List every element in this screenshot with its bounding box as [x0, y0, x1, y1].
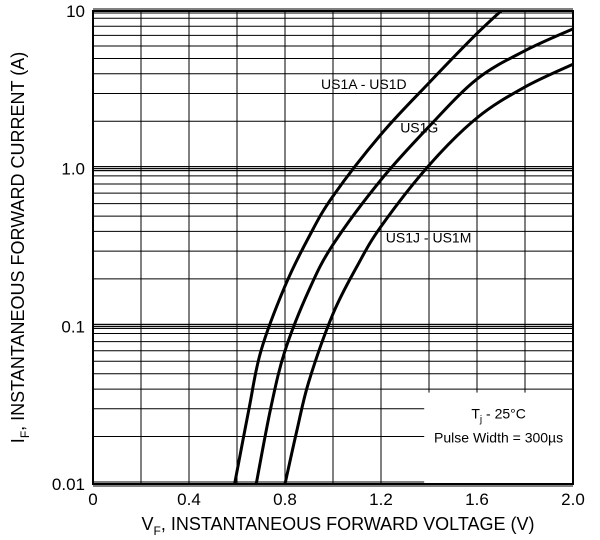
conditions-box: Tj - 25°C Pulse Width = 300µs [424, 392, 572, 483]
conditions-pulse-width: Pulse Width = 300µs [434, 430, 563, 446]
x-tick-label: 0.4 [177, 490, 201, 509]
curve-label: US1A - US1D [321, 76, 407, 92]
x-axis-title: VF, INSTANTANEOUS FORWARD VOLTAGE (V) [141, 514, 534, 538]
y-axis-title: IF, INSTANTANEOUS FORWARD CURRENT (A) [8, 52, 32, 443]
x-tick-label: 1.6 [465, 490, 489, 509]
x-tick-label: 0 [88, 490, 97, 509]
curve-us1j-us1m [283, 62, 573, 484]
plot-frame [92, 10, 574, 485]
y-tick-label: 1.0 [61, 160, 85, 179]
y-tick-label: 10 [66, 2, 85, 21]
x-tick-label: 1.2 [369, 490, 393, 509]
y-tick-label: 0.1 [61, 317, 85, 336]
curve-us1a-us1d [233, 11, 504, 484]
x-tick-labels: 0 0.4 0.8 1.2 1.6 2.0 [88, 490, 585, 509]
conditions-temperature: Tj - 25°C [471, 406, 526, 426]
minor-gridlines [93, 11, 573, 484]
y-tick-label: 0.01 [52, 475, 85, 494]
curve-group [233, 11, 573, 484]
curve-label-group: US1A - US1D US1G US1J - US1M [321, 76, 471, 246]
curve-label: US1G [400, 119, 438, 135]
x-tick-label: 2.0 [561, 490, 585, 509]
curve-label: US1J - US1M [386, 230, 472, 246]
y-tick-labels: 0.01 0.1 1.0 10 [52, 2, 85, 494]
x-tick-label: 0.8 [273, 490, 297, 509]
curve-us1g [254, 27, 573, 484]
